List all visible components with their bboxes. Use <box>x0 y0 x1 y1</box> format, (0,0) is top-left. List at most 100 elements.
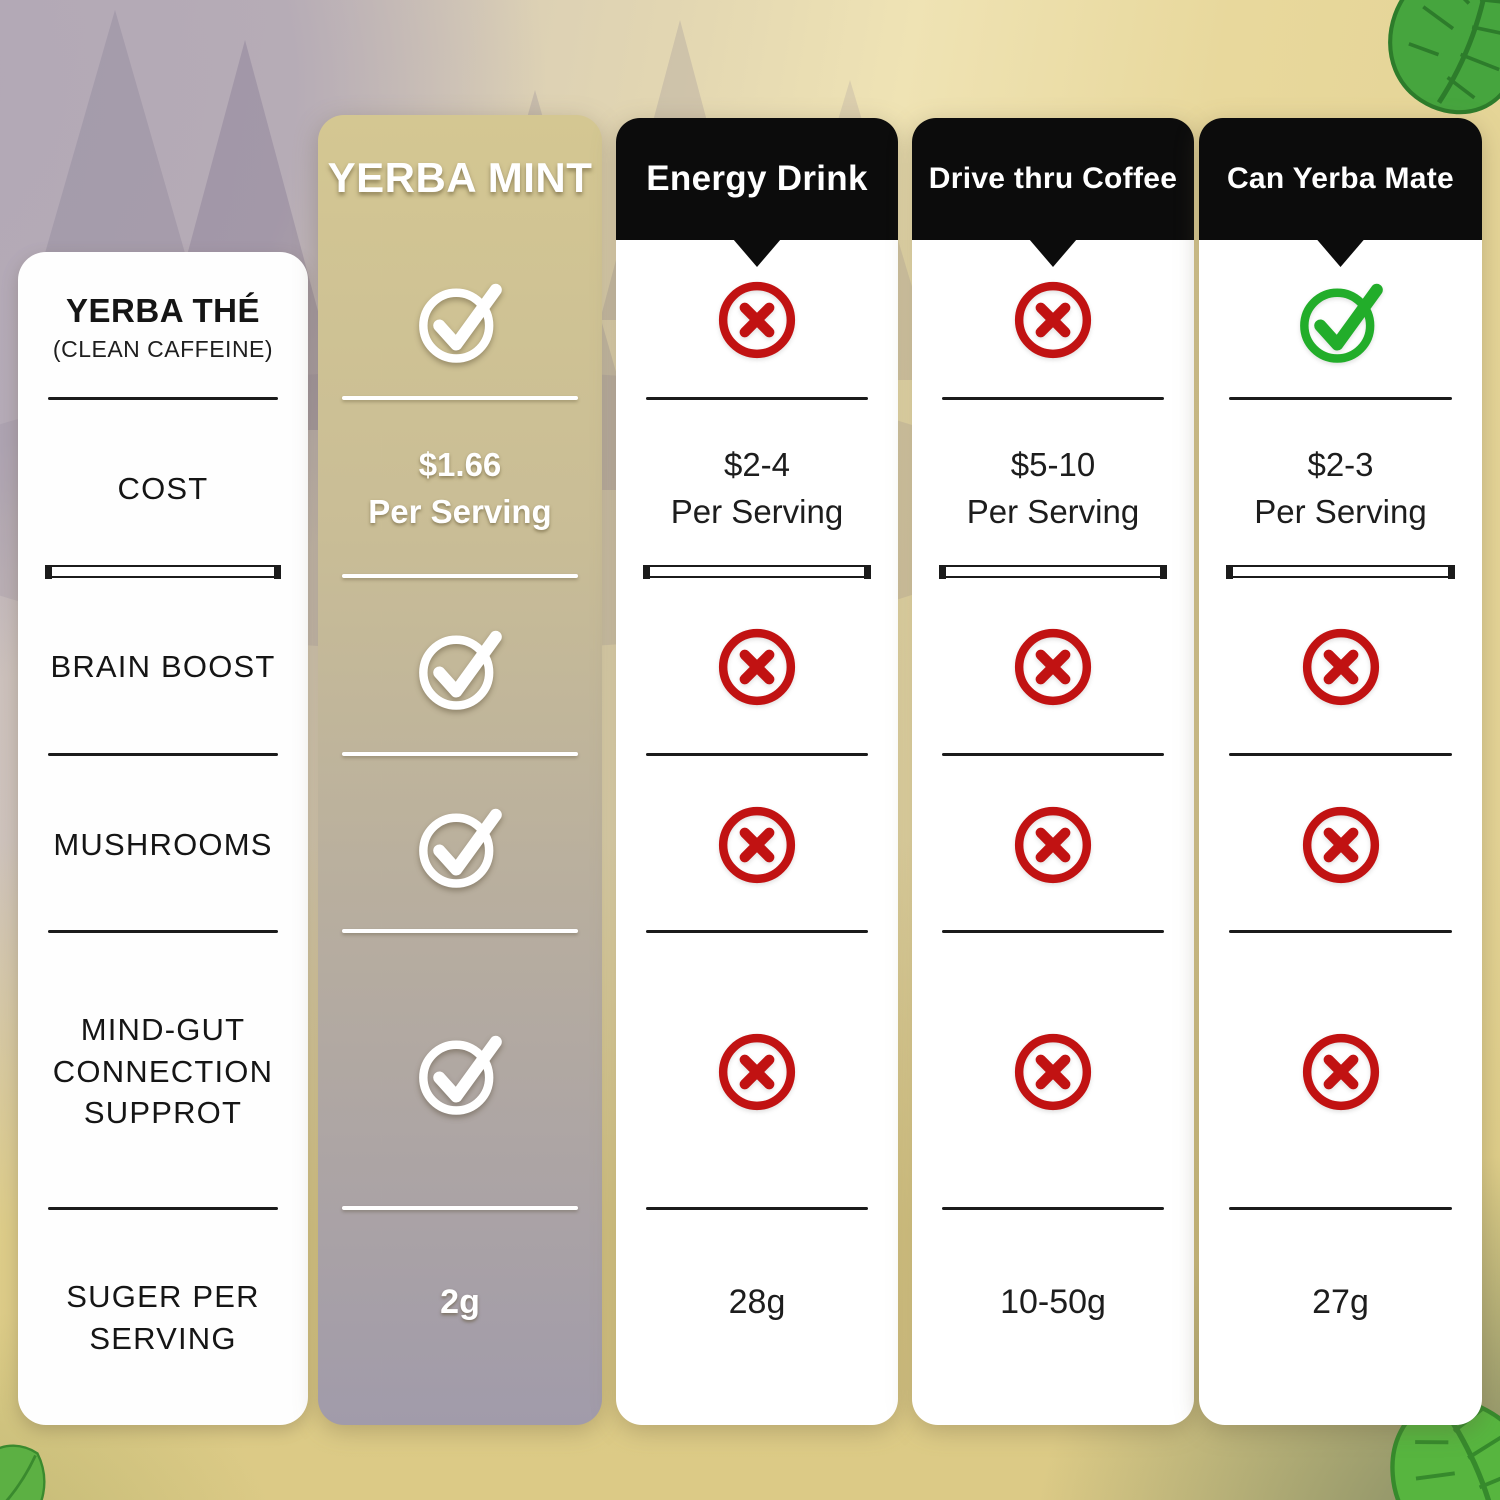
cost-unit: Per Serving <box>966 493 1140 530</box>
icon-shape <box>1019 286 1087 354</box>
icon-shape <box>1019 811 1087 879</box>
row-divider <box>939 564 1167 579</box>
row-label-mind-gut: MIND-GUT CONNECTION SUPPROT <box>18 933 308 1210</box>
row-label-title: BRAIN BOOST <box>50 649 276 685</box>
cell-yerba-mint-yerba-the <box>318 240 602 400</box>
cell-energy-drink-mind-gut <box>616 933 898 1210</box>
cell-drive-thru-brain-boost <box>912 578 1194 756</box>
row-divider <box>1229 1207 1452 1210</box>
row-label-title: MIND-GUT CONNECTION SUPPROT <box>52 1011 274 1131</box>
cell-energy-drink-brain-boost <box>616 578 898 756</box>
column-energy-drink: Energy Drink $2-4 Per Serving <box>616 118 898 1425</box>
row-divider <box>48 753 278 756</box>
cell-can-yerba-brain-boost <box>1199 578 1482 756</box>
row-divider <box>942 1207 1164 1210</box>
row-divider <box>45 564 281 579</box>
mint-leaf-icon <box>1388 0 1500 115</box>
cell-yerba-mint-sugar: 2g <box>318 1210 602 1425</box>
check-icon <box>1294 273 1388 367</box>
cost-unit: Per Serving <box>368 493 552 530</box>
row-divider <box>646 397 868 400</box>
sugar-value: 27g <box>1312 1283 1369 1321</box>
column-header-title: Drive thru Coffee <box>928 162 1178 195</box>
row-divider <box>48 397 278 400</box>
cell-energy-drink-cost: $2-4 Per Serving <box>616 400 898 579</box>
check-icon <box>413 1025 507 1119</box>
row-divider <box>342 929 578 933</box>
column-header-title: YERBA MINT <box>327 153 593 201</box>
icon-shape <box>1019 1038 1087 1106</box>
column-header: Drive thru Coffee <box>912 118 1194 240</box>
mint-leaf-icon <box>0 1444 46 1500</box>
cell-can-yerba-cost: $2-3 Per Serving <box>1199 400 1482 579</box>
cross-icon <box>710 273 804 367</box>
cost-unit: Per Serving <box>1254 493 1427 530</box>
cross-icon <box>1006 273 1100 367</box>
row-divider <box>48 930 278 933</box>
row-divider <box>646 753 868 756</box>
icon-shape <box>1307 811 1375 879</box>
column-header-title: Energy Drink <box>646 159 868 198</box>
cost-value: $1.66 <box>418 446 502 484</box>
row-divider <box>643 564 871 579</box>
row-divider <box>942 930 1164 933</box>
cross-icon <box>1006 1025 1100 1119</box>
cell-drive-thru-mushrooms <box>912 756 1194 933</box>
row-divider <box>646 1207 868 1210</box>
row-divider <box>342 574 578 578</box>
icon-shape <box>423 1041 495 1110</box>
cross-icon <box>1294 1025 1388 1119</box>
cross-icon <box>1006 798 1100 892</box>
check-icon <box>413 273 507 367</box>
cell-can-yerba-mushrooms <box>1199 756 1482 933</box>
icon-shape <box>1019 633 1087 701</box>
check-icon <box>413 620 507 714</box>
cell-energy-drink-mushrooms <box>616 756 898 933</box>
icon-shape <box>723 286 791 354</box>
column-body: $5-10 Per Serving 10-50g <box>912 240 1194 1425</box>
cell-yerba-mint-brain-boost <box>318 578 602 756</box>
row-divider <box>342 752 578 756</box>
icon-shape <box>723 811 791 879</box>
icon-shape <box>723 633 791 701</box>
cell-drive-thru-cost: $5-10 Per Serving <box>912 400 1194 579</box>
column-header: YERBA MINT <box>318 115 602 240</box>
cross-icon <box>710 1025 804 1119</box>
row-divider <box>48 1207 278 1210</box>
icon-shape <box>1307 633 1375 701</box>
icon-shape <box>423 637 495 706</box>
row-divider <box>1229 397 1452 400</box>
icon-shape <box>1307 1038 1375 1106</box>
row-label-sugar: SUGER PER SERVING <box>18 1210 308 1425</box>
row-label-title: YERBA THÉ <box>66 292 260 330</box>
row-labels-card: YERBA THÉ (CLEAN CAFFEINE) COST BRAIN BO… <box>18 252 308 1425</box>
row-divider <box>1229 930 1452 933</box>
row-label-brain-boost: BRAIN BOOST <box>18 578 308 756</box>
column-can-yerba-mate: Can Yerba Mate $2-3 Per Serving <box>1199 118 1482 1425</box>
row-divider <box>942 397 1164 400</box>
row-divider <box>1226 564 1455 579</box>
row-divider <box>942 753 1164 756</box>
cross-icon <box>1294 620 1388 714</box>
cell-can-yerba-sugar: 27g <box>1199 1210 1482 1425</box>
row-divider <box>1229 753 1452 756</box>
cell-yerba-mint-mushrooms <box>318 756 602 933</box>
cell-drive-thru-yerba-the <box>912 240 1194 400</box>
cost-value: $2-4 <box>723 446 791 484</box>
row-label-title: MUSHROOMS <box>53 826 273 862</box>
column-header: Can Yerba Mate <box>1199 118 1482 240</box>
cell-energy-drink-sugar: 28g <box>616 1210 898 1425</box>
column-body: $2-4 Per Serving 28g <box>616 240 898 1425</box>
row-label-subtitle: (CLEAN CAFFEINE) <box>52 335 274 362</box>
column-drive-thru-coffee: Drive thru Coffee $5-10 Per Serving <box>912 118 1194 1425</box>
row-label-title: SUGER PER SERVING <box>66 1278 260 1356</box>
icon-shape <box>423 814 495 883</box>
check-icon <box>413 798 507 892</box>
icon-shape <box>1304 290 1376 359</box>
cross-icon <box>1294 798 1388 892</box>
cell-can-yerba-yerba-the <box>1199 240 1482 400</box>
cell-can-yerba-mind-gut <box>1199 933 1482 1210</box>
cell-energy-drink-yerba-the <box>616 240 898 400</box>
cross-icon <box>1006 620 1100 714</box>
